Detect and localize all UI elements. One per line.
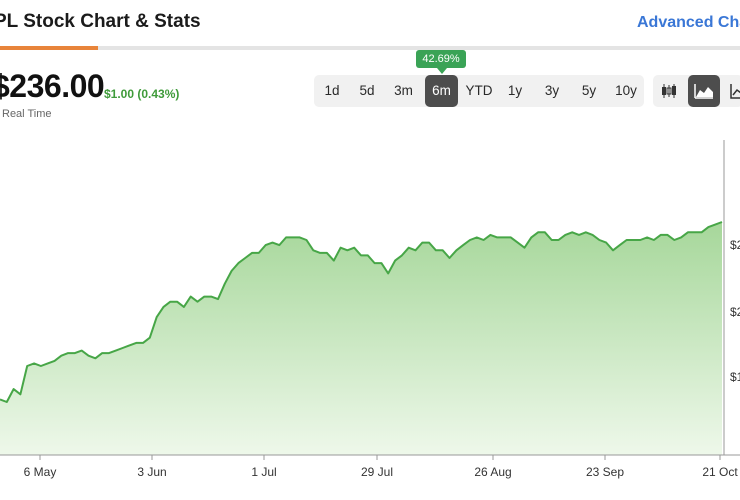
range-1y-button[interactable]: 1y [507,83,523,98]
time-range-selector: 1d 5d 3m 6m YTD 1y 3y 5y 10y [314,75,644,107]
stock-price: $236.00 [0,68,105,104]
performance-tooltip: 42.69% [416,50,466,68]
section-underline [0,46,740,50]
x-tick-label: 29 Jul [361,465,393,479]
x-tick-label: 6 May [24,465,57,479]
area-chart-button[interactable] [688,75,720,107]
x-axis-ticks: 6 May 3 Jun 1 Jul 29 Jul 26 Aug 23 Sep 21 Oct [24,455,738,479]
price-line [0,221,723,403]
candlestick-chart-icon [662,84,676,98]
x-tick-label: 3 Jun [137,465,166,479]
price-change: $1.00 (0.43%) [104,87,180,101]
y-tick-label: $2 [730,305,740,319]
candlestick-chart-button[interactable] [653,75,685,107]
realtime-label: Real Time [2,108,52,120]
y-tick-label: $1 [730,370,740,384]
chart-header: PL Stock Chart & Stats Advanced Cha [0,0,740,46]
tooltip-arrow [437,68,447,74]
active-section-indicator [0,46,98,50]
price-area [0,222,722,455]
page-title: PL Stock Chart & Stats [0,11,201,32]
x-tick-label: 1 Jul [251,465,276,479]
range-3y-button[interactable]: 3y [544,83,560,98]
x-tick-label: 21 Oct [702,465,738,479]
line-chart-button[interactable] [723,75,740,107]
area-chart-icon [694,84,713,99]
range-ytd-button[interactable]: YTD [465,83,493,98]
range-1d-button[interactable]: 1d [324,83,340,98]
line-chart-icon [730,84,740,99]
range-3m-button[interactable]: 3m [394,83,413,98]
y-axis-ticks: $2 $2 $1 [730,238,740,384]
chart-type-selector [653,75,740,107]
x-tick-label: 23 Sep [586,465,624,479]
x-tick-label: 26 Aug [474,465,511,479]
range-5d-button[interactable]: 5d [359,83,375,98]
range-10y-button[interactable]: 10y [615,83,637,98]
range-6m-button[interactable]: 6m [425,75,458,107]
advanced-chart-link[interactable]: Advanced Cha [637,14,740,31]
range-5y-button[interactable]: 5y [581,83,597,98]
y-tick-label: $2 [730,238,740,252]
